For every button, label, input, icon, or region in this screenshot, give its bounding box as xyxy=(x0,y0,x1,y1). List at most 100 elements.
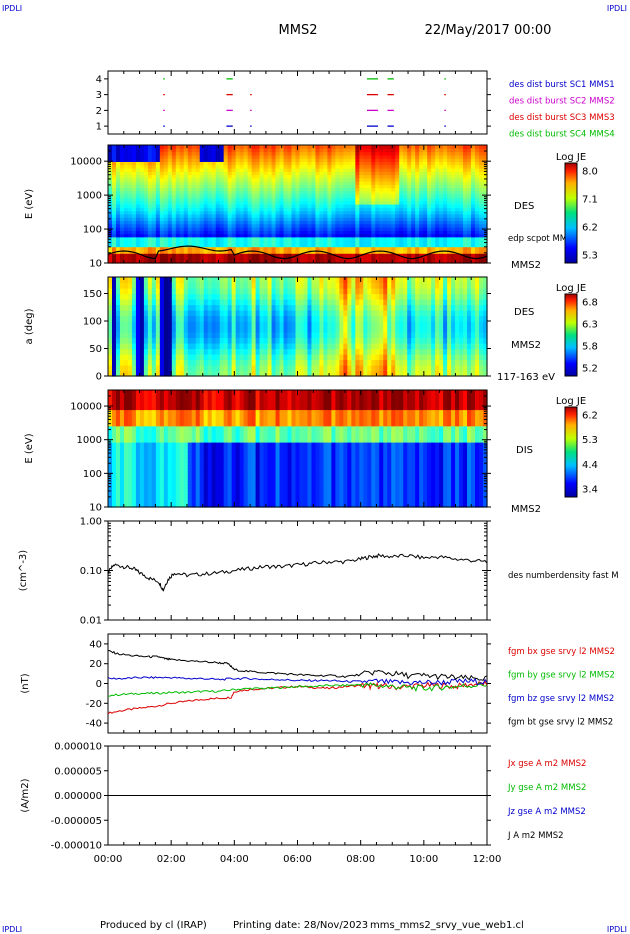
des-energy-cell xyxy=(131,210,137,215)
des-energy-cell xyxy=(475,249,480,254)
des-energy-cell xyxy=(147,174,153,179)
des-energy-cell xyxy=(435,190,440,195)
des-pitch-cell xyxy=(271,326,277,333)
des-energy-cell xyxy=(163,197,169,202)
des-energy-cell xyxy=(459,210,464,215)
des-energy-cell xyxy=(311,158,317,162)
des-pitch-cell xyxy=(315,321,321,328)
des-energy-cell xyxy=(163,158,169,162)
des-energy-cell xyxy=(459,223,464,228)
des-energy-cell xyxy=(411,158,416,162)
des-energy-cell xyxy=(423,167,428,172)
des-energy-cell xyxy=(211,174,217,179)
des-energy-cell xyxy=(147,154,153,159)
des-pitch-cell xyxy=(243,348,249,355)
des-energy-cell xyxy=(419,174,424,179)
des-energy-cell xyxy=(203,230,209,235)
des-energy-cell xyxy=(231,210,237,215)
des-energy-cell xyxy=(447,181,452,185)
des-energy-cell xyxy=(131,164,137,169)
des-pitch-cell xyxy=(151,288,157,295)
des-pitch-cell xyxy=(263,277,269,284)
des-pitch-cell xyxy=(243,370,249,377)
des-energy-cell xyxy=(115,158,121,162)
des-pitch-cell xyxy=(123,370,129,377)
des-pitch-cell xyxy=(139,282,145,289)
des-energy-cell xyxy=(459,190,464,195)
des-energy-cell xyxy=(175,158,181,162)
des-energy-cell xyxy=(183,233,189,238)
des-energy-cell xyxy=(423,197,428,202)
des-pitch-cell xyxy=(339,326,344,333)
des-pitch-cell xyxy=(255,365,261,372)
des-energy-cell xyxy=(419,233,424,238)
des-energy-cell xyxy=(115,217,121,221)
des-energy-cell xyxy=(139,161,145,166)
des-energy-cell xyxy=(123,259,129,264)
des-pitch-cell xyxy=(247,326,253,333)
des-energy-cell xyxy=(311,200,317,205)
des-energy-cell xyxy=(407,181,412,185)
des-pitch-cell xyxy=(123,299,129,306)
des-energy-cell xyxy=(275,181,281,185)
des-energy-cell xyxy=(183,240,189,244)
des-pitch-cell xyxy=(111,343,117,350)
des-pitch-cell xyxy=(291,321,297,328)
des-pitch-cell xyxy=(227,348,233,355)
des-energy-cell xyxy=(339,197,344,202)
des-energy-cell xyxy=(407,220,412,225)
des-energy-cell xyxy=(291,226,297,231)
des-energy-cell xyxy=(419,177,424,182)
des-pitch-cell xyxy=(123,282,129,289)
des-energy-cell xyxy=(287,200,293,205)
des-energy-cell xyxy=(139,246,145,251)
des-energy-cell xyxy=(423,187,428,192)
des-energy-cell xyxy=(323,240,329,244)
des-energy-cell xyxy=(363,240,368,244)
des-energy-cell xyxy=(367,230,372,235)
des-energy-cell xyxy=(171,158,177,162)
des-energy-cell xyxy=(211,200,217,205)
des-pitch-cell xyxy=(295,293,301,300)
des-energy-cell xyxy=(399,243,404,248)
des-energy-cell xyxy=(203,154,209,159)
des-energy-cell xyxy=(447,259,452,264)
des-energy-cell xyxy=(319,210,325,215)
des-energy-cell xyxy=(127,200,133,205)
des-energy-cell xyxy=(247,148,253,153)
des-pitch-cell xyxy=(175,359,181,366)
des-pitch-cell xyxy=(371,304,376,311)
des-energy-cell xyxy=(447,164,452,169)
des-pitch-cell xyxy=(155,359,161,366)
des-energy-cell xyxy=(275,171,281,176)
des-energy-cell xyxy=(243,197,249,202)
des-energy-cell xyxy=(243,259,249,264)
des-pitch-cell xyxy=(131,365,137,372)
des-energy-cell xyxy=(171,259,177,264)
des-pitch-cell xyxy=(307,310,313,317)
des-energy-cell xyxy=(119,200,125,205)
des-pitch-cell xyxy=(327,293,333,300)
des-energy-cell xyxy=(311,194,317,199)
des-pitch-cell xyxy=(203,321,209,328)
des-energy-cell xyxy=(195,256,201,261)
des-energy-cell xyxy=(399,145,404,149)
des-energy-cell xyxy=(155,197,161,202)
des-energy-cell xyxy=(291,230,297,235)
des-energy-cell xyxy=(291,197,297,202)
des-energy-cell xyxy=(375,148,380,153)
des-energy-cell xyxy=(231,236,237,241)
des-energy-cell xyxy=(435,177,440,182)
des-pitch-cell xyxy=(163,288,169,295)
des-energy-cell xyxy=(323,148,329,153)
des-pitch-cell xyxy=(111,337,117,344)
des-energy-cell xyxy=(319,223,325,228)
des-pitch-cell xyxy=(331,310,336,317)
des-energy-cell xyxy=(439,210,444,215)
des-pitch-cell xyxy=(319,293,325,300)
des-energy-cell xyxy=(483,171,488,176)
des-energy-cell xyxy=(407,151,412,156)
des-energy-cell xyxy=(163,154,169,159)
des-pitch-cell xyxy=(279,315,285,322)
des-energy-cell xyxy=(311,217,317,221)
